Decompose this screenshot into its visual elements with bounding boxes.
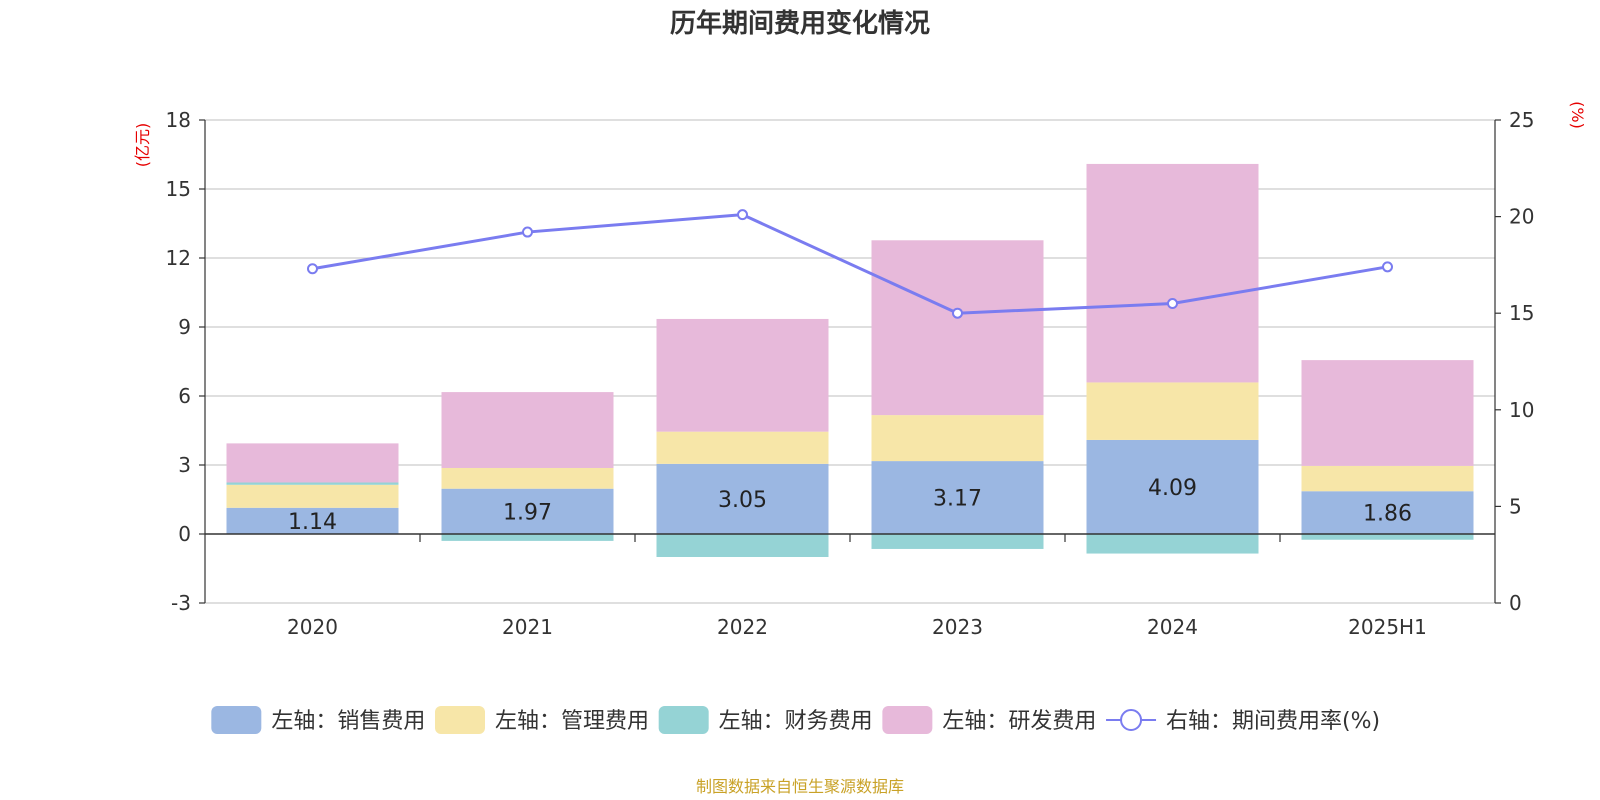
bar-segment — [1301, 491, 1474, 534]
bar-segment — [441, 534, 614, 541]
legend-swatch — [435, 706, 485, 734]
bar-segment — [226, 507, 399, 534]
bar-segment — [656, 463, 829, 534]
bar-segment — [1086, 439, 1259, 534]
legend-label: 左轴：销售费用 — [271, 709, 425, 734]
grid-lines — [205, 119, 1495, 604]
left-axis-unit: (亿元) — [133, 123, 152, 168]
category-label: 2020 — [287, 615, 338, 639]
bar-segment — [1301, 534, 1474, 540]
left-axis-tick-label: 15 — [166, 177, 191, 201]
right-axis-tick-label: 15 — [1509, 301, 1534, 325]
right-axis-unit: (%) — [1568, 101, 1587, 129]
axes: 18 15 12 9 6 3 0 -3 25 20 15 10 5 0 2020 2021 2022 2023 20… — [166, 108, 1535, 639]
bar-segment — [441, 488, 614, 534]
data-label: 1.97 — [503, 500, 552, 525]
line-point — [522, 226, 533, 238]
legend-label: 左轴：财务费用 — [719, 709, 873, 734]
right-axis-tick-label: 0 — [1509, 591, 1522, 615]
left-axis-tick-label: 6 — [178, 384, 191, 408]
bar-segment — [1301, 360, 1474, 466]
left-axis-tick-label: 3 — [178, 453, 191, 477]
category-label: 2025H1 — [1348, 615, 1427, 639]
data-label: 4.09 — [1148, 476, 1197, 501]
source-note: 制图数据来自恒生聚源数据库 — [696, 777, 904, 796]
rate-line — [307, 209, 1393, 319]
bar-segment — [871, 415, 1044, 462]
legend-swatch — [658, 706, 709, 734]
right-axis-tick-label: 20 — [1509, 205, 1534, 229]
right-axis-tick-label: 25 — [1509, 108, 1534, 132]
category-label: 2022 — [717, 615, 768, 639]
right-axis-tick-label: 5 — [1509, 494, 1522, 518]
bar-segment — [656, 431, 829, 464]
left-axis-tick-label: 9 — [178, 315, 191, 339]
bar-segment — [656, 534, 829, 557]
bar-segment — [226, 443, 399, 483]
left-axis-tick-label: 0 — [178, 522, 191, 546]
left-axis-tick-label: 18 — [166, 108, 191, 132]
bar-segment — [871, 461, 1044, 534]
data-label: 1.86 — [1363, 502, 1412, 527]
legend-marker-icon — [1120, 709, 1143, 731]
legend-label: 左轴：研发费用 — [942, 709, 1096, 734]
data-label: 1.14 — [288, 510, 337, 535]
line-point — [1167, 298, 1178, 310]
right-axis-tick-label: 10 — [1509, 398, 1534, 422]
data-labels: 1.14 1.97 3.05 3.17 4.09 1.86 — [288, 476, 1412, 535]
rate-line-path — [312, 213, 1388, 315]
bar-segment — [656, 318, 829, 432]
bar-segment — [441, 392, 614, 468]
bar-segment — [871, 534, 1044, 549]
data-label: 3.17 — [933, 487, 982, 512]
bar-segment — [1086, 163, 1259, 383]
legend-label: 右轴：期间费用率(%) — [1166, 709, 1380, 734]
line-point — [952, 307, 963, 319]
category-label: 2021 — [502, 615, 553, 639]
bar-segment — [441, 467, 614, 489]
category-label: 2024 — [1147, 615, 1198, 639]
chart-title: 历年期间费用变化情况 — [670, 8, 930, 39]
legend-swatch — [882, 706, 933, 734]
bar-segment — [1086, 534, 1259, 554]
bar-segment — [1086, 382, 1259, 440]
legend-label: 左轴：管理费用 — [495, 709, 649, 734]
bar-segment — [226, 482, 399, 485]
line-point — [737, 209, 748, 221]
bar-segment — [871, 240, 1044, 416]
bars — [226, 163, 1474, 557]
bar-segment — [226, 484, 399, 508]
data-label: 3.05 — [718, 488, 767, 513]
line-point — [307, 263, 318, 275]
legend-swatch — [211, 706, 262, 734]
left-axis-tick-label: -3 — [171, 591, 191, 615]
category-label: 2023 — [932, 615, 983, 639]
line-point — [1382, 261, 1393, 273]
left-axis-tick-label: 12 — [166, 246, 191, 270]
bar-segment — [1301, 465, 1474, 492]
legend: 左轴：销售费用 左轴：管理费用 左轴：财务费用 左轴：研发费用 右轴：期间费用率(%) — [211, 706, 1380, 734]
